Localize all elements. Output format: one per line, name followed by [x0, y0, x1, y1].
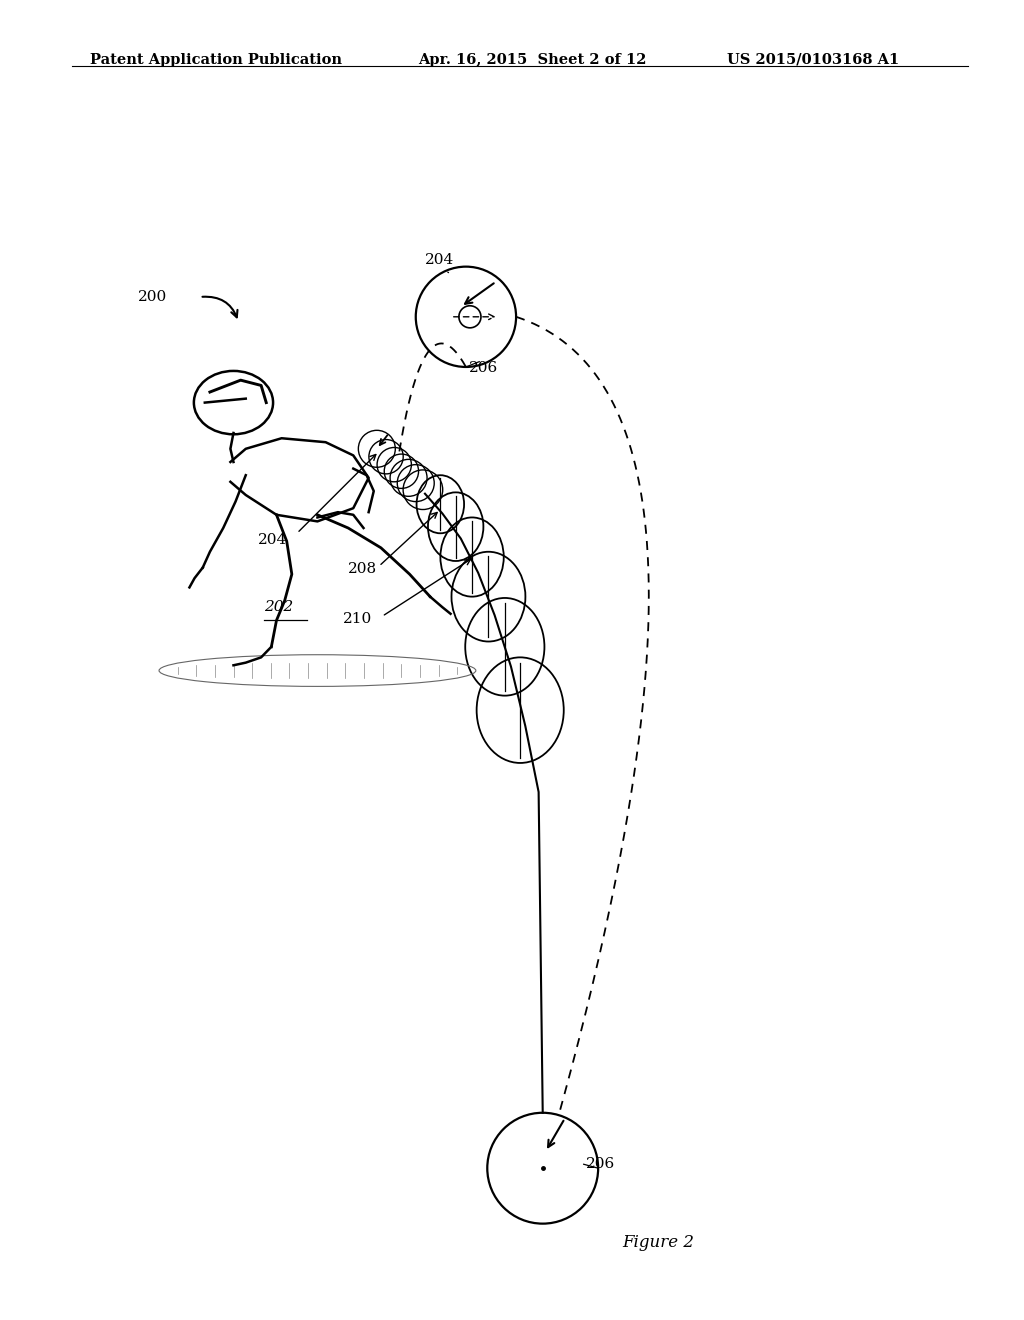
Text: 200: 200 — [138, 290, 168, 304]
Text: 206: 206 — [469, 362, 499, 375]
Text: US 2015/0103168 A1: US 2015/0103168 A1 — [727, 53, 899, 67]
Text: Figure 2: Figure 2 — [623, 1234, 694, 1251]
Text: 204: 204 — [425, 253, 455, 267]
Text: 206: 206 — [586, 1158, 615, 1171]
Text: Apr. 16, 2015  Sheet 2 of 12: Apr. 16, 2015 Sheet 2 of 12 — [418, 53, 646, 67]
Text: 208: 208 — [348, 562, 377, 576]
Text: 210: 210 — [343, 612, 373, 626]
Text: Patent Application Publication: Patent Application Publication — [90, 53, 342, 67]
Text: 202: 202 — [264, 601, 294, 614]
Text: 204: 204 — [258, 533, 288, 546]
